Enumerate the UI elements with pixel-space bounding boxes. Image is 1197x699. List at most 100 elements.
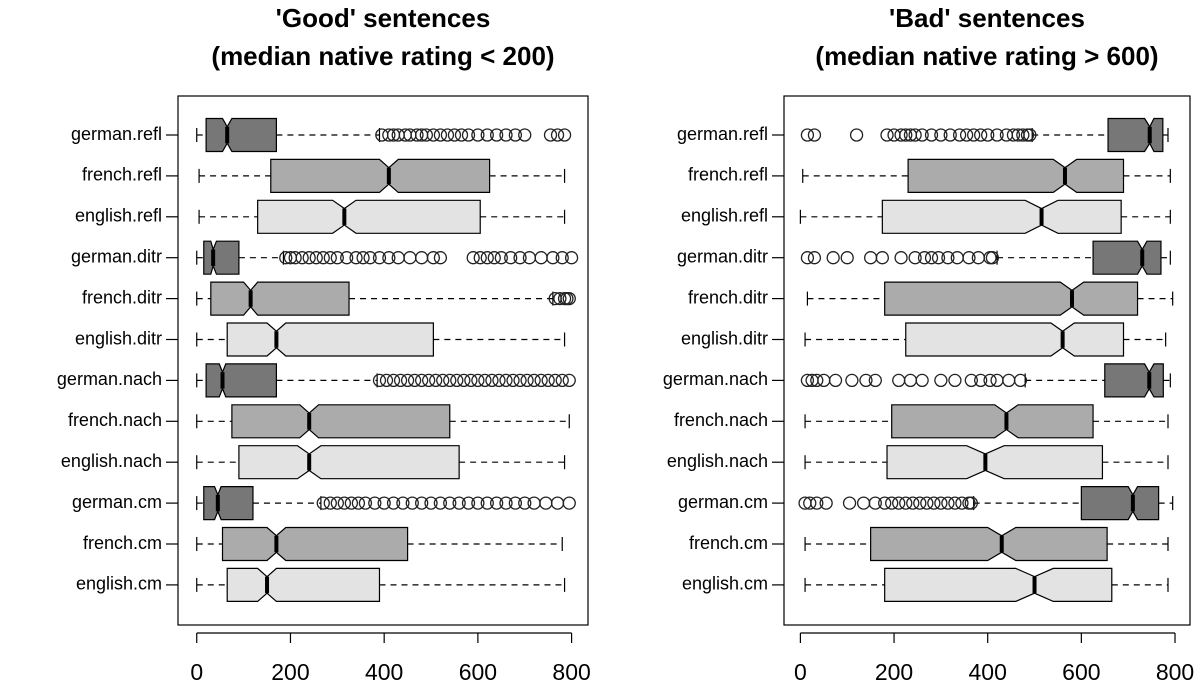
outlier [892,373,906,388]
outlier [508,496,523,510]
outlier [471,373,485,388]
outlier [800,128,815,142]
outlier [924,251,939,265]
outlier [464,373,478,388]
outlier [316,496,330,510]
outlier [955,496,969,510]
outlier [981,128,995,142]
outlier [443,373,457,388]
outlier [391,251,405,265]
outlier [849,128,864,142]
outlier [803,496,817,510]
outlier [826,251,840,265]
y-tick-label: english.cm [76,574,162,594]
box [870,526,1108,562]
outlier [443,496,457,510]
outlier [557,128,572,142]
outlier [405,496,419,510]
x-tick-label: 800 [552,659,590,685]
outlier [461,496,476,510]
outlier [539,496,553,510]
outlier [543,128,558,142]
outlier [508,128,523,142]
y-tick-label: english.refl [75,206,162,226]
outlier [471,128,485,142]
outlier [555,251,569,265]
outlier [952,128,967,142]
outlier [550,128,565,142]
outlier [908,251,922,265]
outlier [1002,373,1016,388]
outlier [513,373,527,388]
outlier [974,128,988,142]
outlier [337,496,351,510]
outlier [382,128,396,142]
outlier [316,251,330,265]
outlier [863,251,878,265]
outlier [974,373,988,388]
outlier [915,128,929,142]
chart-subtitle: (median native rating < 200) [211,41,554,71]
outlier [964,496,978,510]
outlier [917,251,932,265]
box [226,322,434,357]
outlier [934,128,948,142]
outlier [473,251,487,265]
box [884,567,1113,603]
outlier [522,251,537,265]
x-tick-label: 0 [190,659,203,685]
outlier [807,128,822,142]
box [1092,240,1162,275]
outlier [906,496,920,510]
outlier [985,251,1000,265]
outlier [1016,128,1030,142]
outlier [340,251,354,265]
outlier [924,128,939,142]
outlier [520,373,534,388]
y-tick-label: english.nach [667,451,768,471]
box [203,486,254,521]
plot-frame [177,95,589,626]
box [905,322,1125,357]
outlier [480,251,494,265]
x-tick-label: 400 [365,659,403,685]
outlier [810,373,824,388]
box [221,526,409,562]
outlier [550,496,565,510]
y-tick-label: french.refl [688,165,768,185]
outlier [962,251,976,265]
outlier [422,373,436,388]
outlier [403,251,417,265]
box [907,158,1125,193]
outlier [295,251,309,265]
outlier [478,373,492,388]
outlier [485,373,499,388]
outlier [948,373,962,388]
outlier [454,128,469,142]
outlier [368,496,382,510]
y-tick-label: french.cm [689,533,768,553]
outlier [499,373,513,388]
outlier [990,373,1004,388]
outlier [447,128,462,142]
outlier [948,496,962,510]
outlier [407,373,422,388]
y-tick-label: german.nach [663,369,768,389]
outlier [1023,128,1037,142]
outlier [927,496,941,510]
outlier [967,128,981,142]
chart-subtitle: (median native rating > 600) [815,41,1158,71]
outlier [330,496,344,510]
outlier [868,496,882,510]
outlier [461,128,476,142]
outlier [1006,128,1021,142]
outlier [983,373,997,388]
y-tick-label: german.ditr [677,246,768,266]
box [257,199,481,234]
outlier [842,496,857,510]
outlier [892,496,906,510]
outlier [372,251,387,265]
outlier [419,128,433,142]
outlier [382,251,396,265]
